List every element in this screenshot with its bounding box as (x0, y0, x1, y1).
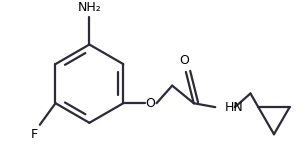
Text: HN: HN (225, 101, 244, 114)
Text: O: O (146, 97, 156, 110)
Text: F: F (30, 128, 38, 141)
Text: NH₂: NH₂ (77, 1, 101, 14)
Text: O: O (179, 54, 189, 67)
